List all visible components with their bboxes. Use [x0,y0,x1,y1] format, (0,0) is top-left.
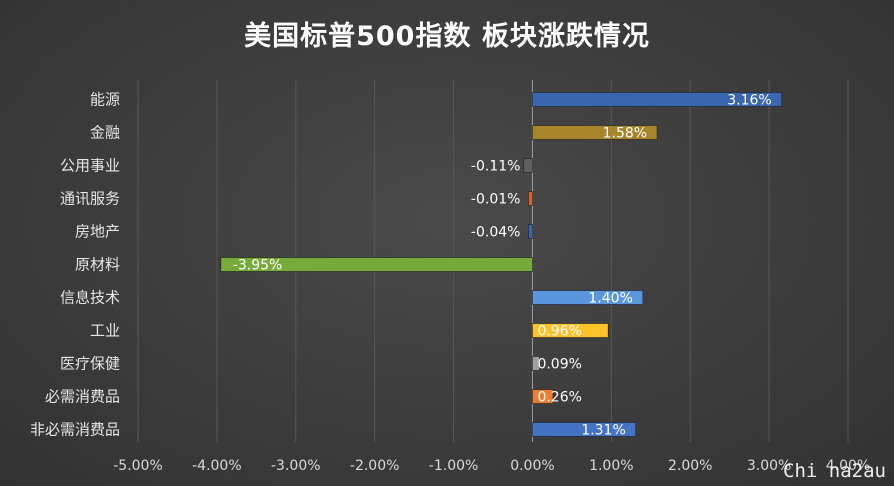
bar [532,92,783,107]
category-label: 公用事业 [60,157,120,175]
category-label: 能源 [90,91,120,109]
category-label: 工业 [90,322,120,340]
category-label: 金融 [90,124,120,142]
data-label: 0.09% [537,357,581,373]
data-label: 0.96% [537,324,581,340]
x-tick-label: 4.00% [826,458,870,474]
data-label: -0.04% [471,225,521,241]
data-label: 1.40% [588,291,632,307]
bar [220,257,533,272]
category-label: 房地产 [75,223,120,241]
data-label: 0.26% [537,390,581,406]
bar [532,323,609,338]
category-label: 原材料 [75,256,120,274]
data-label: 1.58% [603,126,647,142]
bar [532,290,644,305]
bar [523,158,533,173]
data-label: 1.31% [581,423,625,439]
category-label: 必需消费品 [45,388,120,406]
category-label: 医疗保健 [60,355,120,373]
category-label: 信息技术 [60,289,120,307]
x-tick-label: -5.00% [113,458,163,474]
watermark: Chi na2au [783,460,886,482]
bar [532,356,540,371]
bar [528,224,533,239]
bar [532,422,637,437]
category-label: 非必需消费品 [30,421,120,439]
bar [532,125,658,140]
data-label: -3.95% [233,258,283,274]
x-tick-label: -2.00% [350,458,400,474]
x-tick-label: 2.00% [668,458,712,474]
data-label: -0.11% [471,159,521,175]
chart-title: 美国标普500指数 板块涨跌情况 [244,21,650,52]
data-label: 3.16% [727,93,771,109]
x-tick-label: -1.00% [429,458,479,474]
x-tick-label: -3.00% [271,458,321,474]
x-tick-label: -4.00% [192,458,242,474]
x-tick-label: 1.00% [589,458,633,474]
x-tick-label: 3.00% [747,458,791,474]
x-tick-label: 0.00% [510,458,554,474]
bar [528,191,533,206]
category-label: 通讯服务 [60,190,120,208]
bar [532,389,554,404]
data-label: -0.01% [471,192,521,208]
